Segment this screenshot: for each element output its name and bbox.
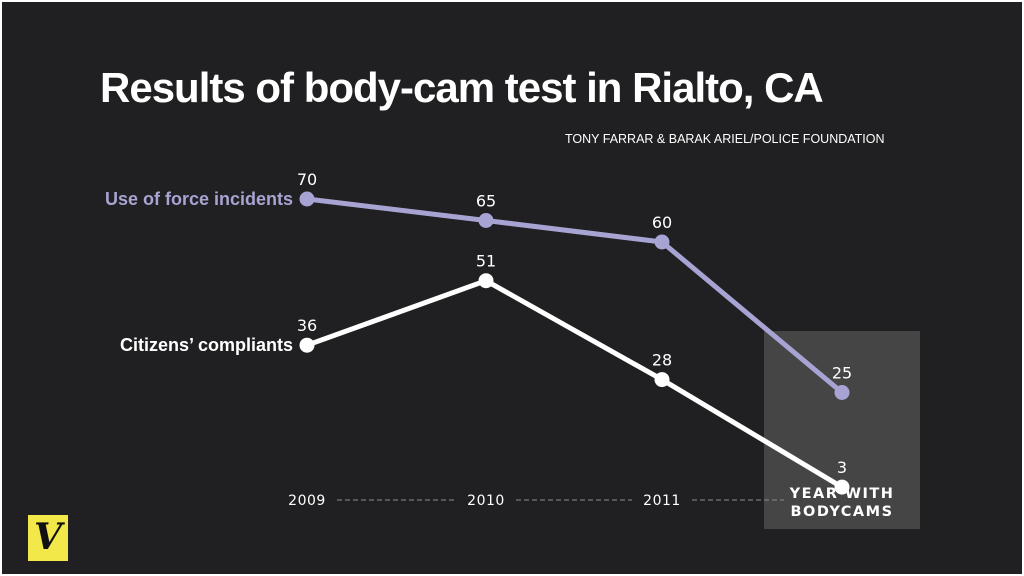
- series-line-complaints: [304, 278, 845, 490]
- x-tick-label: 2009: [288, 493, 326, 509]
- data-label: 51: [476, 252, 496, 271]
- x-tick-label-line: BODYCAMS: [790, 504, 893, 520]
- data-point: [478, 213, 494, 228]
- bodycam-year-highlight: [764, 331, 920, 529]
- series-name-label: Use of force incidents: [105, 189, 293, 209]
- data-point: [654, 372, 670, 388]
- vox-logo: V: [28, 515, 68, 561]
- data-point: [834, 385, 850, 400]
- data-label: 28: [652, 351, 672, 370]
- data-point: [654, 234, 670, 250]
- chart-title: Results of body-cam test in Rialto, CA: [100, 64, 824, 111]
- data-label: 3: [837, 458, 847, 477]
- data-label: 70: [297, 170, 317, 189]
- data-point: [299, 337, 315, 353]
- x-tick-label: 2010: [467, 493, 505, 509]
- series-name-label: Citizens’ compliants: [120, 335, 293, 355]
- data-label: 60: [652, 213, 672, 232]
- data-label: 65: [476, 192, 496, 211]
- data-label: 25: [832, 364, 852, 383]
- logo-letter: V: [34, 516, 62, 558]
- data-label: 36: [297, 316, 317, 335]
- series-line-use-of-force: [304, 196, 845, 395]
- source-credit: TONY FARRAR & BARAK ARIEL/POLICE FOUNDAT…: [565, 132, 885, 146]
- data-point: [299, 191, 315, 207]
- data-point: [834, 479, 850, 495]
- x-tick-label: 2011: [643, 493, 681, 509]
- data-point: [478, 273, 494, 289]
